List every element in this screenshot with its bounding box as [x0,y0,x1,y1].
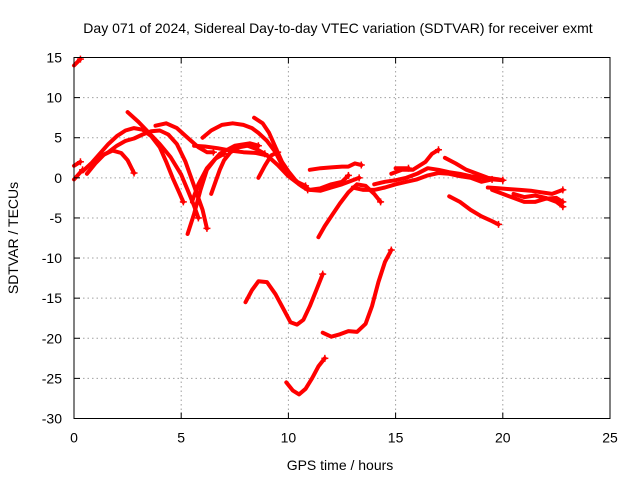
marker-arc-17 [321,354,329,362]
y-tick-label: 5 [54,130,62,146]
marker-arc-24 [434,146,442,154]
x-tick-label: 0 [70,430,78,446]
marker-arc-18 [387,246,395,254]
y-tick-label: 10 [46,90,62,106]
series-arc-20 [297,173,351,192]
marker-arc-6 [203,224,211,232]
marker-arc-20 [344,171,352,179]
x-tick-label: 5 [177,430,185,446]
series-arc-8 [153,121,216,155]
plot-frame [73,57,611,419]
series-arc-10 [185,151,227,236]
marker-arc-8 [209,148,217,156]
series-arc-1 [72,57,83,68]
marker-arc-15 [274,148,282,156]
marker-arc-21 [357,161,365,169]
series-arc-19 [316,182,383,240]
series-arc-9 [189,141,261,204]
x-tick-label: 25 [602,430,618,446]
series-arc-30 [511,191,565,209]
chart-title: Day 071 of 2024, Sidereal Day-to-day VTE… [83,20,592,36]
series-arc-29 [490,187,565,204]
y-tick-label: -25 [42,370,62,386]
y-tick-label: 15 [46,50,62,66]
series-arc-12 [192,143,362,193]
series-arc-18 [320,248,394,339]
marker-arc-28 [559,186,567,194]
marker-arc-25 [404,164,412,172]
y-tick-label: -30 [42,411,62,427]
series-arc-27 [447,194,501,227]
marker-arc-4 [179,198,187,206]
y-tick-label: -20 [42,330,62,346]
marker-arc-7 [194,214,202,222]
x-tick-label: 20 [495,430,511,446]
series-arc-21 [307,161,364,172]
axis-ticks: 0 5 10 15 20 25 -30 -25 -20 -15 -10 -5 0 5 10 15 [42,50,618,446]
series-arc-6 [97,128,209,231]
series-arc-22 [350,171,505,192]
y-tick-label: -15 [42,290,62,306]
x-tick-label: 15 [388,430,404,446]
y-tick-label: 0 [54,170,62,186]
series-arc-16 [243,272,325,327]
series-arc-17 [284,356,327,397]
series-arc-26 [442,155,505,183]
grid-lines [74,57,610,419]
y-axis-label: SDTVAR / TECUs [5,182,21,294]
y-tick-label: -5 [50,210,63,226]
marker-arc-30 [559,203,567,211]
series-arc-15 [256,150,280,180]
series-arc-5 [84,148,136,176]
marker-arc-12 [355,174,363,182]
marker-arc-1 [76,55,84,63]
marker-arc-3 [76,158,84,166]
data-series [72,55,567,397]
series-arc-4 [80,126,186,204]
x-tick-label: 10 [281,430,297,446]
series-arc-28 [485,185,565,196]
marker-arc-26 [499,176,507,184]
marker-arc-5 [130,169,138,177]
y-tick-label: -10 [42,250,62,266]
marker-arc-27 [495,220,503,228]
x-axis-label: GPS time / hours [287,457,394,473]
marker-arc-19 [377,198,385,206]
marker-arc-16 [319,270,327,278]
series-arc-23 [372,166,495,187]
